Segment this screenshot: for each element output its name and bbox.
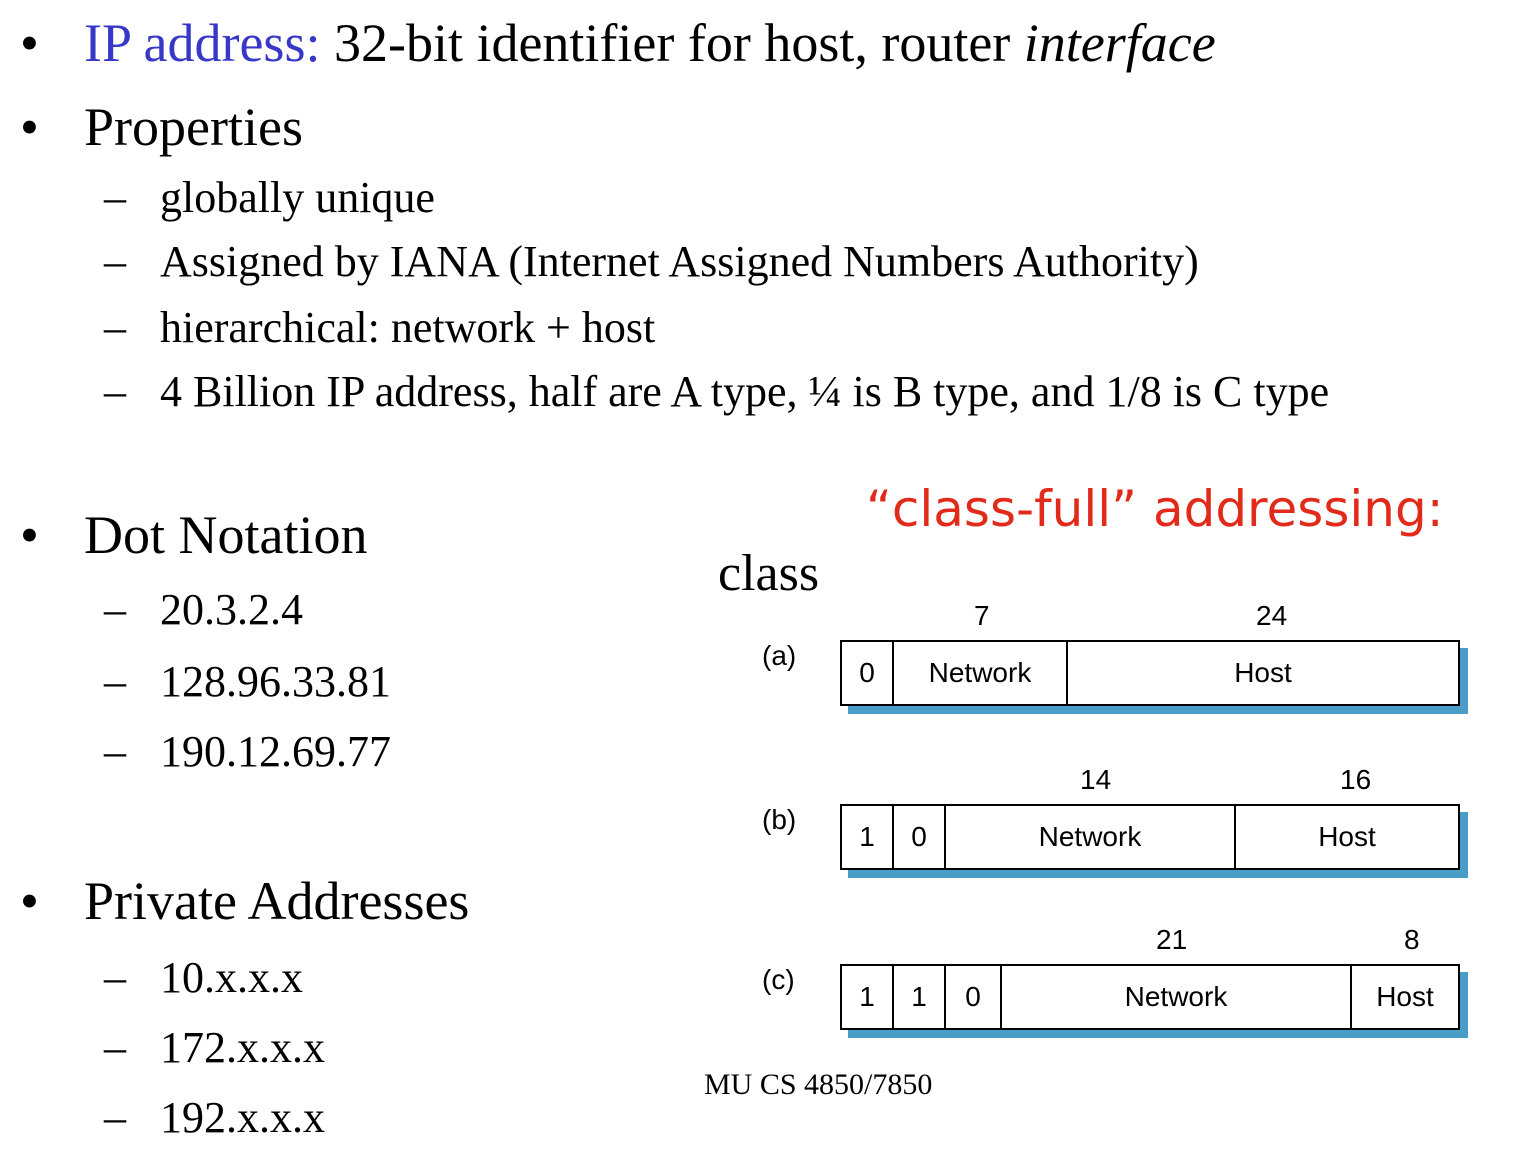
class-bit-cell: 1 — [894, 966, 946, 1028]
dot-example: 190.12.69.77 — [160, 727, 391, 776]
classful-heading: “class-full” addressing: — [866, 480, 1444, 538]
ip-text: 32-bit identifier for host, router — [333, 13, 1011, 73]
address-format-a: 0 Network Host — [840, 640, 1460, 706]
property-item: hierarchical: network + host — [160, 303, 656, 352]
private-range: 172.x.x.x — [160, 1023, 325, 1072]
class-bit-cell: 0 — [946, 966, 1002, 1028]
host-bits-count: 24 — [1256, 600, 1288, 631]
dash-glyph: – — [104, 1023, 126, 1072]
property-item: 4 Billion IP address, half are A type, ¼… — [160, 367, 1330, 416]
dot-example: 20.3.2.4 — [160, 585, 303, 634]
address-format-c: 1 1 0 Network Host — [840, 964, 1460, 1030]
host-field: Host — [1234, 657, 1292, 688]
property-item: globally unique — [160, 173, 435, 222]
class-bit-cell: 0 — [842, 642, 894, 704]
bullet-glyph: • — [20, 97, 39, 157]
row-label: (c) — [762, 964, 795, 995]
dot-notation-title: Dot Notation — [84, 505, 368, 565]
network-field: Network — [1002, 966, 1352, 1028]
bullet-glyph: • — [20, 13, 39, 73]
private-range: 192.x.x.x — [160, 1093, 325, 1142]
bullet-glyph: • — [20, 871, 39, 931]
class-bit-cell: 1 — [842, 806, 894, 868]
network-bits-count: 7 — [974, 600, 990, 631]
row-label: (a) — [762, 640, 797, 671]
ip-term: IP address: — [84, 13, 321, 73]
dash-glyph: – — [104, 303, 126, 352]
dash-glyph: – — [104, 173, 126, 222]
dash-glyph: – — [104, 237, 126, 286]
host-bits-count: 16 — [1340, 764, 1372, 795]
network-field: Network — [894, 642, 1068, 704]
network-bits-count: 14 — [1080, 764, 1112, 795]
course-footer: MU CS 4850/7850 — [704, 1068, 933, 1101]
private-range: 10.x.x.x — [160, 953, 303, 1002]
dash-glyph: – — [104, 585, 126, 634]
dash-glyph: – — [104, 727, 126, 776]
property-item: Assigned by IANA (Internet Assigned Numb… — [160, 237, 1199, 286]
dash-glyph: – — [104, 657, 126, 706]
dash-glyph: – — [104, 1093, 126, 1142]
class-bit-cell: 1 — [842, 966, 894, 1028]
host-field: Host — [1376, 981, 1434, 1012]
network-bits-count: 21 — [1156, 924, 1188, 955]
dash-glyph: – — [104, 953, 126, 1002]
ip-definition: IP address: 32-bit identifier for host, … — [84, 16, 1216, 70]
host-bits-count: 8 — [1404, 924, 1420, 955]
class-bit-cell: 0 — [894, 806, 946, 868]
network-field: Network — [946, 806, 1236, 868]
ip-emph: interface — [1023, 13, 1216, 73]
host-field: Host — [1318, 821, 1376, 852]
bullet-glyph: • — [20, 505, 39, 565]
dot-example: 128.96.33.81 — [160, 657, 391, 706]
row-label: (b) — [762, 804, 797, 835]
class-label: class — [718, 545, 820, 602]
dash-glyph: – — [104, 367, 126, 416]
properties-title: Properties — [84, 97, 303, 157]
private-addresses-title: Private Addresses — [84, 871, 470, 931]
address-format-b: 1 0 Network Host — [840, 804, 1460, 870]
